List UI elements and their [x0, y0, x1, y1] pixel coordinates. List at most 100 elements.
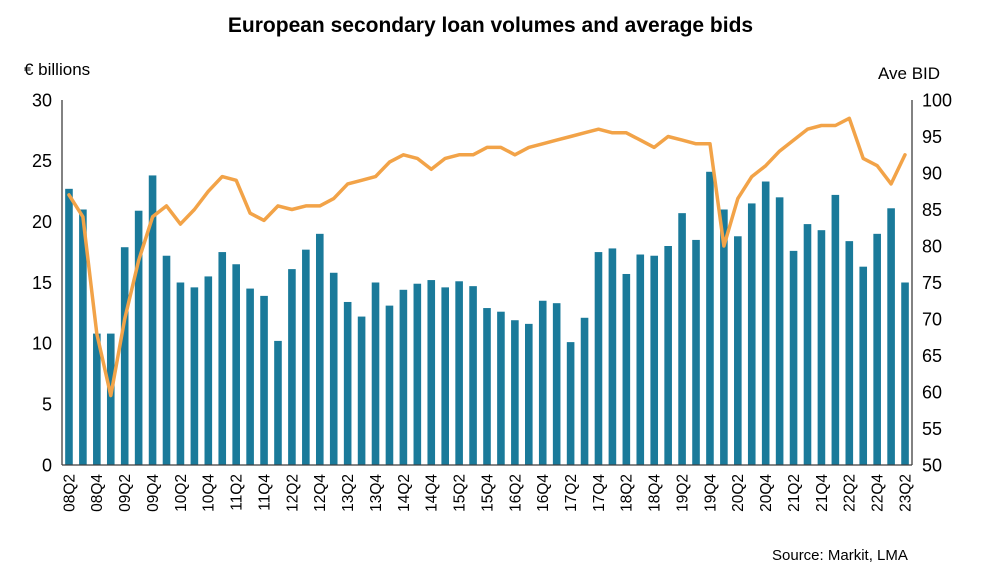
volume-bar — [357, 316, 366, 465]
volume-bar — [190, 287, 199, 465]
volume-bar — [343, 301, 352, 465]
volume-bar — [608, 248, 617, 465]
x-axis-tick-label: 22Q2 — [842, 474, 859, 512]
volume-bar — [302, 249, 310, 465]
x-axis-tick-label: 22Q4 — [870, 474, 887, 512]
left-axis-tick-label: 15 — [32, 273, 52, 293]
volume-bar — [204, 276, 213, 465]
volume-bar — [887, 208, 895, 465]
volume-bar — [747, 203, 756, 466]
x-axis-tick-label: 14Q4 — [424, 474, 441, 512]
volume-bar — [427, 280, 436, 465]
left-axis-tick-label: 10 — [32, 334, 52, 354]
volume-bar — [385, 305, 394, 465]
volume-bar — [803, 224, 812, 465]
volume-bar — [162, 255, 171, 465]
left-axis-tick-label: 20 — [32, 212, 52, 232]
right-axis-tick-label: 85 — [922, 200, 942, 220]
right-axis-tick-label: 60 — [922, 382, 942, 402]
volume-bar — [79, 209, 87, 465]
volume-bar — [566, 342, 575, 465]
volume-bar — [845, 241, 854, 465]
right-axis-tick-label: 95 — [922, 127, 942, 147]
volume-bar — [706, 171, 714, 465]
volume-bar — [831, 194, 840, 465]
right-axis-unit-label: Ave BID — [878, 64, 941, 83]
volume-bar — [901, 282, 909, 465]
x-axis-tick-label: 11Q2 — [229, 474, 246, 511]
x-axis-tick-label: 08Q2 — [61, 474, 78, 512]
volume-bar — [176, 282, 185, 465]
volume-bar — [817, 230, 826, 465]
avg-bid-line — [67, 116, 907, 398]
x-axis-tick-label: 08Q4 — [89, 474, 106, 512]
x-axis-tick-label: 09Q4 — [145, 474, 162, 512]
volume-bar — [720, 209, 728, 465]
volume-bar — [218, 252, 227, 465]
volume-bar — [329, 272, 338, 465]
volume-bar — [497, 311, 505, 465]
x-axis-tick-label: 20Q4 — [758, 474, 775, 512]
volume-bar — [664, 246, 672, 465]
volume-bar — [789, 250, 798, 465]
right-axis-tick-label: 80 — [922, 236, 942, 256]
volume-bar — [525, 323, 533, 465]
volume-bar — [148, 175, 157, 465]
x-axis-tick-label: 15Q2 — [452, 474, 469, 512]
x-axis-tick-label: 14Q2 — [396, 474, 413, 512]
x-axis-tick-label: 13Q4 — [368, 474, 385, 512]
volume-bar — [93, 333, 101, 465]
x-axis-tick-label: 16Q2 — [507, 474, 524, 512]
x-axis-tick-label: 12Q4 — [312, 474, 329, 512]
volume-bar — [246, 288, 254, 465]
volume-bar — [315, 233, 324, 465]
x-axis-tick-label: 18Q4 — [647, 474, 664, 512]
volume-bar — [636, 254, 645, 465]
source-note: Source: Markit, LMA — [772, 547, 908, 564]
x-axis-tick-label: 11Q4 — [256, 474, 273, 511]
x-axis-tick-label: 13Q2 — [340, 474, 357, 512]
volume-bar — [552, 303, 561, 465]
volume-bar — [232, 264, 240, 465]
left-axis-tick-label: 30 — [32, 90, 52, 110]
right-axis-tick-label: 55 — [922, 419, 942, 439]
volume-bar — [678, 213, 686, 465]
volume-bar — [873, 233, 881, 465]
volume-bar — [274, 340, 282, 465]
x-axis-tick-label: 10Q2 — [173, 474, 190, 512]
volume-bar — [859, 266, 868, 465]
volume-bar — [260, 295, 268, 465]
volume-bar — [511, 320, 519, 465]
x-axis-tick-label: 20Q2 — [730, 474, 747, 512]
left-axis-unit-label: € billions — [24, 60, 91, 79]
volume-bar — [469, 286, 477, 465]
volume-bar — [594, 252, 603, 465]
x-axis-tick-label: 09Q2 — [117, 474, 134, 512]
x-axis-tick-label: 19Q2 — [675, 474, 692, 512]
volume-bar — [413, 283, 422, 465]
right-axis-tick-label: 70 — [922, 309, 942, 329]
volume-bar — [455, 281, 463, 465]
volume-bar — [622, 273, 631, 465]
volume-bar — [761, 181, 770, 465]
volume-bar — [134, 210, 143, 465]
volume-bar — [775, 197, 784, 465]
volume-bar — [734, 236, 742, 465]
x-axis-tick-label: 23Q2 — [897, 474, 914, 512]
x-axis-tick-label: 17Q2 — [563, 474, 580, 512]
right-axis-tick-label: 75 — [922, 273, 942, 293]
volume-bar — [441, 287, 449, 465]
right-axis-tick-label: 50 — [922, 455, 942, 475]
right-axis-tick-label: 90 — [922, 163, 942, 183]
left-axis-tick-label: 25 — [32, 151, 52, 171]
left-axis-tick-label: 0 — [42, 455, 52, 475]
volume-bar — [399, 289, 408, 465]
volume-bar — [120, 247, 129, 465]
x-axis-tick-label: 15Q4 — [479, 474, 496, 512]
volume-bar — [288, 269, 296, 465]
left-axis-tick-label: 5 — [42, 394, 52, 414]
volume-bar — [580, 317, 589, 465]
x-axis-tick-label: 17Q4 — [591, 474, 608, 512]
